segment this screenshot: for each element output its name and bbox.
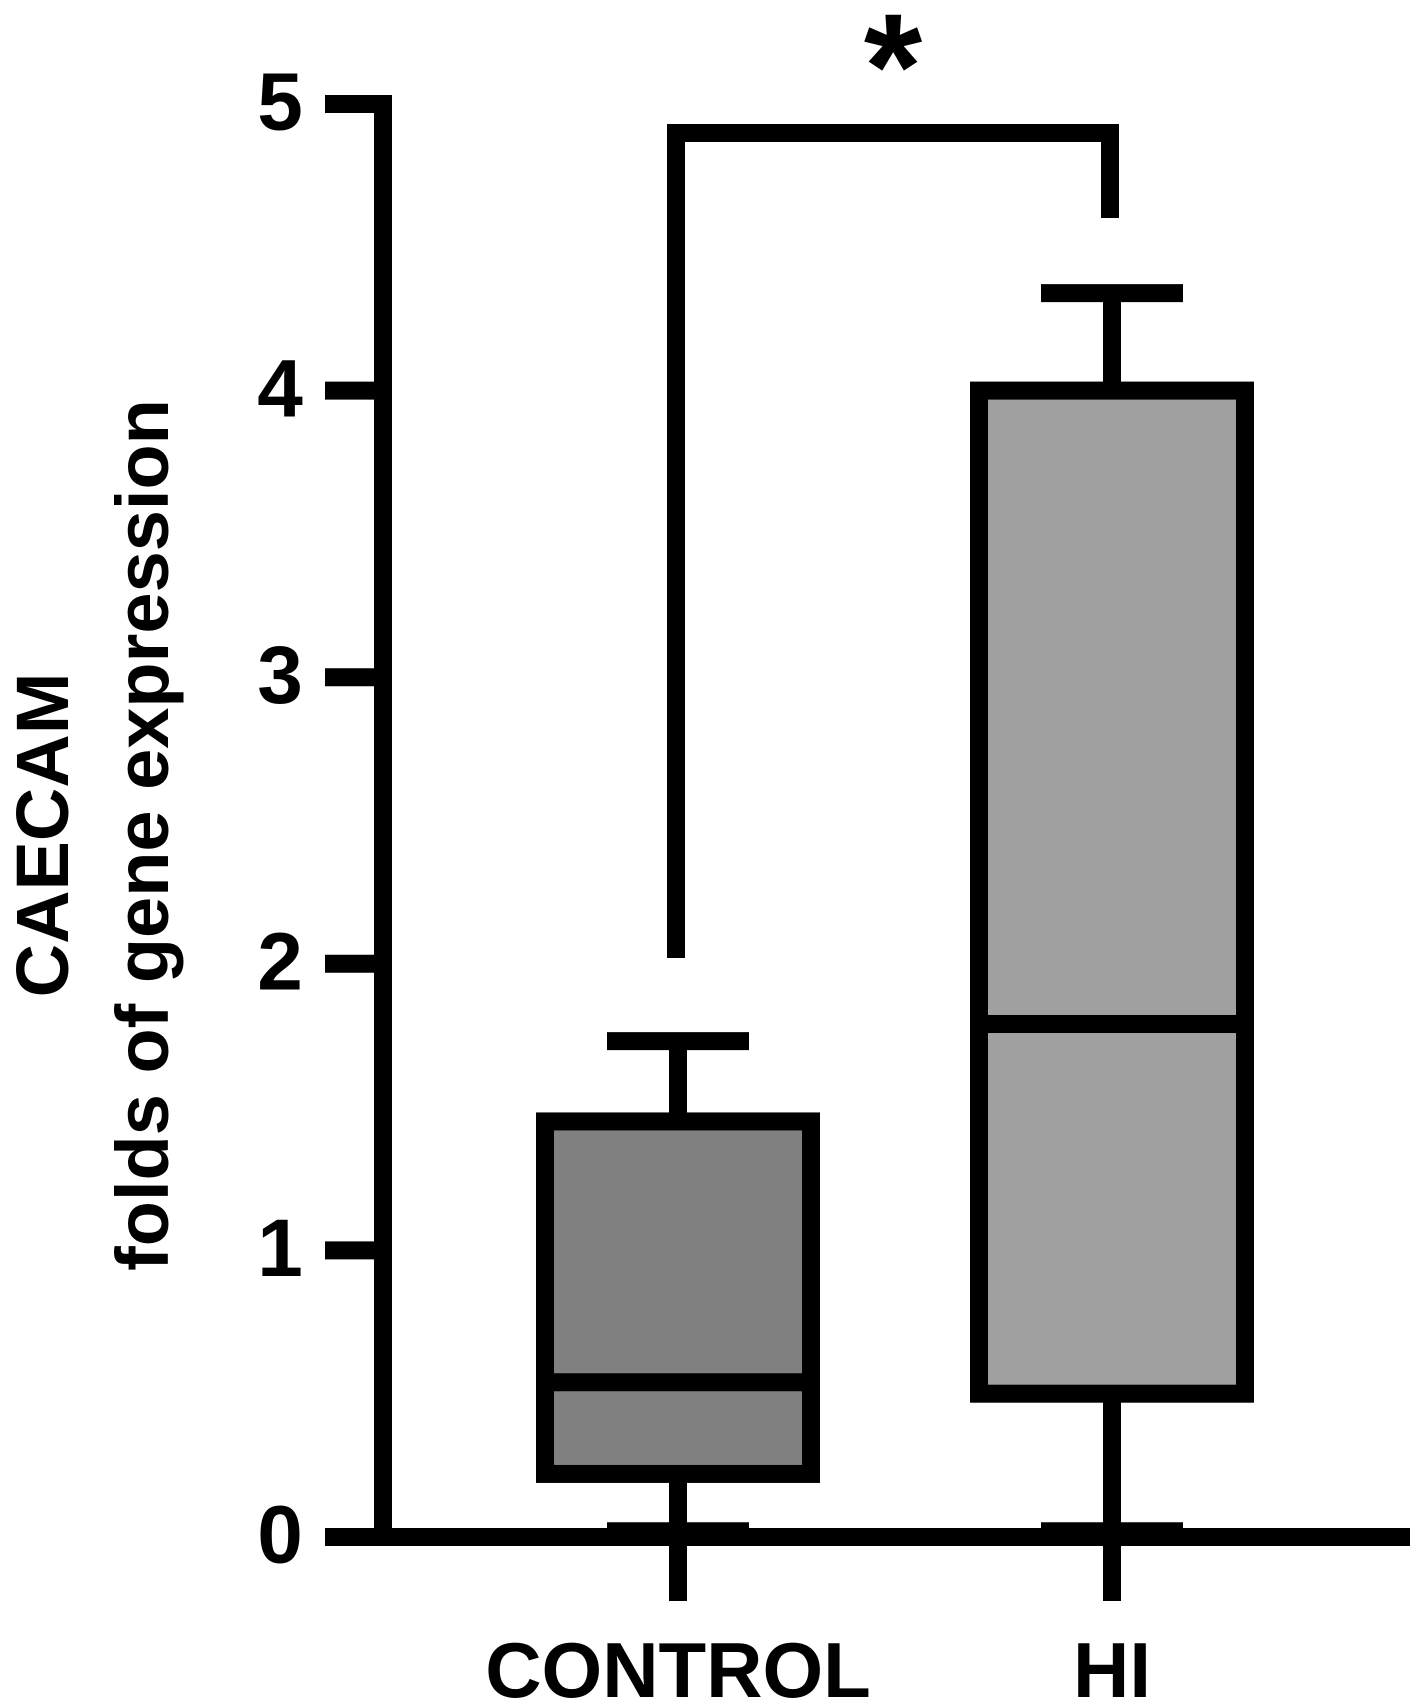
x-axis-labels: CONTROL HI [485, 1537, 1151, 1706]
significance-annotation: * [667, 0, 1119, 958]
y-tick-label-2: 2 [257, 916, 303, 1007]
box-body-hi [970, 381, 1254, 1403]
y-tick-label-1: 1 [257, 1203, 303, 1294]
y-axis-ticks: 0 1 2 3 4 5 [257, 57, 383, 1581]
y-tick-label-4: 4 [257, 343, 303, 434]
box-body-control [536, 1112, 820, 1483]
x-tick-label-hi: HI [1073, 1626, 1151, 1706]
y-tick-label-5: 5 [257, 57, 303, 148]
axes [325, 95, 1410, 1546]
box-control [536, 1032, 820, 1541]
x-tick-label-control: CONTROL [485, 1626, 871, 1706]
significance-bracket [667, 124, 1119, 958]
y-axis-title-line2: folds of gene expression [101, 399, 184, 1271]
y-axis-title: CAECAM folds of gene expression [1, 399, 184, 1271]
significance-label: * [864, 0, 923, 150]
y-tick-label-0: 0 [257, 1490, 303, 1581]
y-tick-label-3: 3 [257, 630, 303, 721]
y-axis-title-line1: CAECAM [1, 673, 84, 998]
box-hi [970, 284, 1254, 1541]
boxes [536, 284, 1254, 1541]
